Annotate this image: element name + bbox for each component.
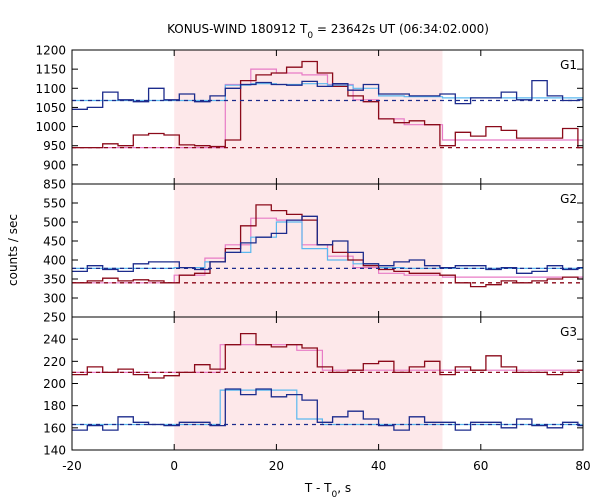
series-fit-pink xyxy=(72,344,583,373)
series-data-blue xyxy=(72,215,583,274)
y-tick-label: 1000 xyxy=(35,120,66,134)
series-data-blue xyxy=(72,388,583,431)
x-axis-label: T - T0, s xyxy=(304,481,351,500)
y-tick-label: 220 xyxy=(43,355,66,369)
panel-g2: 250 300 350 400 450 500 550 G2 xyxy=(43,183,584,325)
y-tick-label: 1050 xyxy=(35,101,66,115)
y-tick-label: 1150 xyxy=(35,63,66,77)
x-tick-label: 0 xyxy=(170,459,178,473)
series-fit-cyan xyxy=(72,83,583,102)
shaded-interval xyxy=(174,317,443,450)
y-axis-label: counts / sec xyxy=(6,214,20,286)
y-tick-label: 450 xyxy=(43,235,66,249)
y-tick-label: 500 xyxy=(43,216,66,230)
x-tick-label: 40 xyxy=(371,459,386,473)
y-tick-label: 180 xyxy=(43,399,66,413)
x-tick-label: -20 xyxy=(62,459,82,473)
y-tick-label: 400 xyxy=(43,254,66,268)
y-tick-label: 850 xyxy=(43,178,66,192)
y-tick-label: 200 xyxy=(43,377,66,391)
y-tick-label: 1100 xyxy=(35,82,66,96)
x-tick-label: 60 xyxy=(473,459,488,473)
panel-label: G1 xyxy=(560,58,577,72)
x-axis-label-subscript: 0 xyxy=(332,490,338,500)
chart-title-prefix: KONUS-WIND 180912 T xyxy=(167,22,308,36)
y-tick-label: 350 xyxy=(43,273,66,287)
x-axis-label-main: T - T xyxy=(304,481,332,495)
y-tick-label: 250 xyxy=(43,311,66,325)
series-data-red xyxy=(72,332,583,379)
panel-label: G3 xyxy=(560,325,577,339)
x-axis-label-suffix: , s xyxy=(337,481,351,495)
x-tick-label: 80 xyxy=(575,459,590,473)
panel-label: G2 xyxy=(560,192,577,206)
chart-title-subscript: 0 xyxy=(307,31,313,41)
y-tick-label: 140 xyxy=(43,444,66,458)
shaded-interval xyxy=(174,50,443,184)
panel-g1: 850 900 950 1000 1050 1100 1150 1200 G1 xyxy=(35,44,584,192)
plot-area xyxy=(72,332,583,431)
x-tick-label: 20 xyxy=(269,459,284,473)
y-tick-label: 240 xyxy=(43,333,66,347)
series-fit-cyan xyxy=(72,221,583,269)
y-tick-label: 550 xyxy=(43,197,66,211)
panels: 850 900 950 1000 1050 1100 1150 1200 G1 250 300 350… xyxy=(35,44,590,474)
plot-area xyxy=(72,204,583,288)
y-tick-label: 300 xyxy=(43,292,66,306)
y-tick-label: 160 xyxy=(43,421,66,435)
chart-title-suffix: = 23642s UT (06:34:02.000) xyxy=(313,22,489,36)
y-tick-label: 900 xyxy=(43,158,66,172)
shaded-interval xyxy=(174,184,443,317)
chart-title: KONUS-WIND 180912 T0 = 23642s UT (06:34:… xyxy=(167,22,489,41)
y-tick-label: 1200 xyxy=(35,44,66,58)
series-data-red xyxy=(72,60,583,149)
plot-area xyxy=(72,60,583,149)
y-tick-label: 950 xyxy=(43,139,66,153)
series-data-blue xyxy=(72,79,583,110)
panel-g3: 140 160 180 200 220 240 G3 xyxy=(43,316,584,458)
